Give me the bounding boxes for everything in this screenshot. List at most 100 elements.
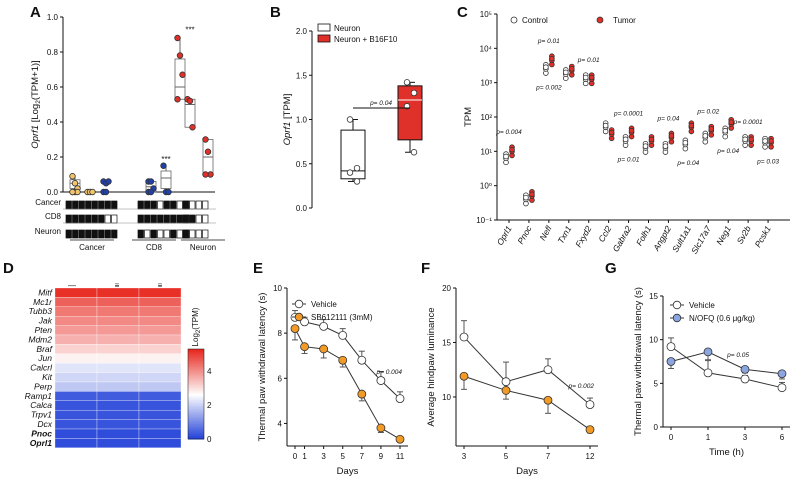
- panel-d-colorbar-segment: [188, 419, 204, 422]
- panel-c-x-tick-label: Folh1: [634, 224, 653, 248]
- panel-d-gene-label: Calca: [30, 400, 52, 410]
- panel-c-tumor-point: [549, 55, 555, 62]
- panel-d-colorbar-segment: [188, 436, 204, 438]
- panel-d-colorbar-segment: [188, 427, 204, 429]
- panel-c-pvalue: p= 0.0001: [733, 119, 763, 126]
- panel-d-colorbar-segment: [188, 415, 204, 417]
- panel-d-heatmap-cell: [96, 334, 140, 345]
- panel-f-point: [585, 425, 595, 435]
- panel-d-colorbar-segment: [188, 433, 204, 435]
- panel-g-x-tick-label: 0: [669, 433, 674, 442]
- panel-f-y-label: Average hindpaw luminance: [426, 307, 437, 426]
- panel-b-box: [397, 85, 423, 141]
- panel-d-heatmap-cell: [54, 438, 98, 448]
- panel-f-x-tick-label: 5: [504, 452, 509, 461]
- panel-e-y-tick-label: 6: [278, 374, 283, 383]
- panel-c-legend-label: Tumor: [613, 16, 636, 25]
- panel-a-group-label: Cancer: [79, 243, 105, 252]
- panel-a-matrix-cell: [157, 229, 164, 239]
- panel-a-matrix-cell: [85, 214, 92, 224]
- panel-d-heatmap-cell: [54, 400, 98, 411]
- panel-d-colorbar-segment: [188, 355, 204, 357]
- panel-b-y-tick-label: 1.5: [296, 71, 308, 80]
- panel-d-gene-label: Dcx: [37, 419, 52, 429]
- panel-a-point: [105, 178, 112, 185]
- panel-a-matrix-cell: [72, 214, 79, 224]
- panel-f-y-tick-label: 20: [442, 284, 451, 293]
- panel-d-colorbar-segment: [188, 350, 204, 353]
- panel-a-matrix-cell: [137, 229, 144, 239]
- panel-d-colorbar-segment: [188, 392, 204, 395]
- panel-c-control-point: [702, 133, 709, 139]
- panel-c-tumor-point: [568, 66, 575, 72]
- panel-d-heatmap-cell: [138, 391, 182, 401]
- panel-g-point: [740, 374, 750, 384]
- panel-c-legend-label: Control: [522, 16, 548, 25]
- panel-e-point: [395, 394, 405, 404]
- panel-a-matrix-cell: [72, 200, 79, 210]
- panel-e-y-tick-label: 10: [273, 284, 282, 293]
- panel-c-control-point: [742, 136, 748, 143]
- panel-c-tumor-point: [728, 119, 735, 125]
- panel-a-matrix-cell: [91, 200, 98, 210]
- panel-f-series-line: [463, 336, 591, 405]
- panel-c-pvalue: p= 0.04: [676, 160, 699, 167]
- panel-d-colorbar-segment: [188, 370, 204, 372]
- panel-a-box: [160, 170, 172, 189]
- panel-d-heatmap-cell: [138, 325, 182, 336]
- panel-d-colorbar-segment: [188, 404, 204, 407]
- panel-e-y-tick-label: 4: [278, 419, 283, 428]
- panel-c-pvalue: p= 0.01: [617, 157, 640, 164]
- panel-a-point: [89, 188, 96, 196]
- panel-b-legend-label: Neuron + B16F10: [334, 35, 398, 44]
- panel-d-colorbar-segment: [188, 397, 204, 399]
- panel-d-colorbar-segment: [188, 409, 204, 411]
- panel-d-heatmap-cell: [96, 325, 140, 336]
- panel-letter-e: E: [253, 260, 263, 277]
- panel-b-point: [410, 149, 418, 156]
- panel-d-heatmap-cell: [54, 316, 98, 326]
- panel-d-colorbar-tick: 0: [207, 435, 212, 444]
- panel-b-point: [403, 79, 411, 86]
- panel-d-heatmap-cell: [96, 400, 140, 411]
- panel-c-y-tick-label: 10³: [480, 79, 492, 88]
- panel-a-matrix-cell: [91, 214, 98, 224]
- panel-d-gene-label: Calcrl: [30, 363, 53, 373]
- panel-d-colorbar-segment: [188, 398, 204, 401]
- panel-a-matrix-cell: [144, 200, 151, 210]
- panel-d-colorbar-segment: [188, 406, 204, 408]
- panel-d-gene-label: Mitf: [38, 287, 53, 297]
- panel-c-pvalue: p= 0.002: [535, 85, 562, 92]
- panel-a-matrix-cell: [150, 214, 157, 224]
- panel-c-legend-tumor-marker: [596, 16, 604, 24]
- panel-c-control-point: [543, 64, 549, 71]
- panel-d-colorbar-segment: [188, 386, 204, 389]
- panel-b-point: [353, 164, 361, 172]
- panel-c-pvalue: p= 0.04: [716, 148, 739, 155]
- panel-d-colorbar-segment: [188, 401, 204, 404]
- panel-d-heatmap-cell: [96, 306, 140, 317]
- panel-d-heatmap-cell: [138, 287, 182, 298]
- panel-e-point: [319, 321, 329, 331]
- panel-g-series-line: [670, 351, 783, 375]
- panel-d-heatmap-cell: [96, 391, 140, 401]
- panel-c-x-tick-label: Neg1: [714, 224, 733, 247]
- panel-d-heatmap-cell: [96, 344, 140, 354]
- panel-a-point: [71, 180, 79, 187]
- panel-a-matrix-cell: [163, 200, 170, 210]
- panel-g-point: [703, 347, 713, 357]
- panel-c-x-tick-label: Pcsk1: [753, 224, 773, 249]
- panel-c-y-tick-label: 10²: [480, 113, 492, 122]
- panel-a-point: [202, 136, 209, 143]
- panel-b-y-tick-label: 2.0: [296, 27, 308, 36]
- panel-a-matrix-cell: [189, 200, 196, 210]
- panel-g-y-tick-label: 10: [649, 336, 658, 345]
- panel-a-point: [165, 188, 172, 196]
- panel-a-matrix-cell: [163, 229, 170, 239]
- panel-g-x-label: Time (h): [709, 447, 744, 458]
- panel-d-heatmap-cell: [96, 419, 140, 430]
- panel-d-colorbar-segment: [188, 361, 204, 363]
- panel-g-x-tick-label: 1: [706, 433, 711, 442]
- panel-a-point: [204, 148, 212, 155]
